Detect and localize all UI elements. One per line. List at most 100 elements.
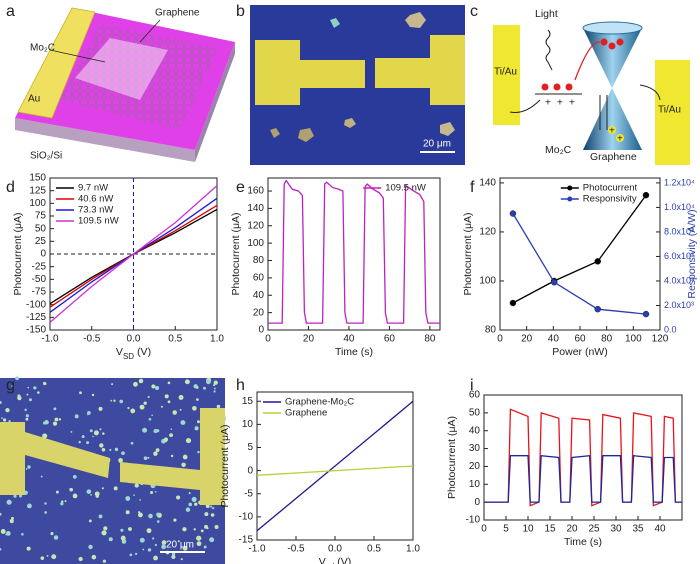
label: SiO₂/Si bbox=[30, 151, 62, 162]
y-tick-label: -25 bbox=[32, 261, 47, 272]
y-tick-label: -5 bbox=[244, 488, 253, 499]
speckle bbox=[143, 401, 147, 405]
x-tick-label: 60 bbox=[384, 334, 396, 345]
speckle bbox=[0, 529, 6, 534]
speckle bbox=[151, 384, 156, 389]
speckle bbox=[192, 405, 197, 411]
speckle bbox=[86, 441, 90, 445]
speckle bbox=[209, 537, 215, 543]
speckle bbox=[133, 494, 135, 497]
x-tick-label: 60 bbox=[574, 334, 586, 345]
speckle bbox=[139, 499, 142, 501]
x-tick-label: 10 bbox=[522, 524, 534, 535]
speckle bbox=[108, 537, 113, 542]
speckle bbox=[196, 535, 202, 541]
y-tick-label: -50 bbox=[32, 274, 47, 285]
y-tick-label: 5 bbox=[247, 442, 253, 453]
panel-label: b bbox=[236, 3, 245, 20]
x-tick-label: 0.5 bbox=[367, 544, 381, 555]
speckle bbox=[205, 504, 210, 509]
x-tick-label: 0 bbox=[265, 334, 271, 345]
marker bbox=[594, 258, 601, 265]
speckle bbox=[133, 381, 138, 387]
y2-tick-label: 4.0x10³ bbox=[664, 275, 694, 285]
speckle bbox=[44, 511, 47, 514]
x-tick-label: 0.0 bbox=[328, 544, 342, 555]
speckle bbox=[101, 487, 104, 490]
speckle bbox=[177, 540, 180, 543]
speckle bbox=[87, 413, 89, 416]
speckle bbox=[154, 491, 157, 493]
speckle bbox=[91, 393, 95, 397]
axis-label: Photocurrent (μA) bbox=[462, 212, 474, 295]
speckle bbox=[101, 448, 106, 452]
speckle bbox=[125, 510, 130, 515]
axis-label: Time (s) bbox=[564, 536, 602, 548]
speckle bbox=[69, 487, 73, 492]
speckle bbox=[24, 408, 27, 412]
y-tick-label: 25 bbox=[35, 236, 47, 247]
y-tick-label: 60 bbox=[253, 273, 265, 284]
speckle bbox=[160, 405, 163, 408]
speckle bbox=[216, 404, 221, 409]
panel-label: e bbox=[236, 179, 245, 196]
speckle bbox=[26, 393, 29, 396]
axis-label: Vsd(V) bbox=[319, 556, 351, 564]
speckle bbox=[110, 399, 113, 402]
speckle bbox=[44, 382, 47, 386]
speckle bbox=[213, 380, 218, 385]
speckle bbox=[92, 435, 94, 438]
speckle bbox=[101, 530, 107, 536]
speckle bbox=[26, 546, 31, 551]
speckle bbox=[194, 426, 199, 431]
speckle bbox=[54, 417, 59, 422]
speckle bbox=[79, 391, 82, 395]
speckle bbox=[176, 495, 181, 500]
speckle bbox=[64, 500, 67, 503]
marker bbox=[642, 191, 650, 199]
speckle bbox=[161, 540, 167, 545]
speckle bbox=[213, 384, 216, 387]
speckle bbox=[6, 499, 12, 505]
speckle bbox=[130, 408, 136, 414]
speckle bbox=[188, 502, 193, 507]
speckle bbox=[86, 489, 92, 494]
speckle bbox=[150, 490, 154, 495]
y-tick-label: 80 bbox=[253, 255, 265, 266]
y-tick-label: 0 bbox=[474, 497, 480, 508]
y-tick-label: 140 bbox=[247, 203, 264, 214]
axis-label-unit: (V) bbox=[137, 346, 151, 358]
speckle bbox=[200, 529, 204, 533]
speckle bbox=[142, 427, 148, 433]
speckle bbox=[155, 448, 160, 453]
panel-label: i bbox=[470, 377, 474, 394]
y-tick-label: 30 bbox=[469, 443, 481, 454]
x-tick-label: -0.5 bbox=[287, 544, 305, 555]
legend-label: 40.6 nW bbox=[78, 194, 113, 205]
speckle bbox=[213, 390, 216, 393]
y2-tick-label: 1.2x10⁴ bbox=[664, 177, 695, 187]
y-tick-label: 120 bbox=[479, 227, 496, 238]
speckle bbox=[61, 500, 64, 503]
marker bbox=[509, 210, 517, 217]
legend-label: Graphene bbox=[285, 408, 327, 419]
speckle bbox=[180, 420, 186, 425]
schematic-a: Mo₂C Graphene Au SiO₂/Si bbox=[15, 7, 235, 162]
x-tick-label: 80 bbox=[601, 334, 613, 345]
x-tick-label: 5 bbox=[503, 524, 509, 535]
speckle bbox=[146, 528, 152, 534]
y2-tick-label: 8.0x10³ bbox=[664, 226, 694, 236]
speckle bbox=[210, 505, 213, 508]
speckle bbox=[0, 512, 2, 516]
y-tick-label: 150 bbox=[29, 173, 46, 184]
panel-labels: a b c d e f g h i bbox=[6, 3, 478, 394]
marker bbox=[594, 305, 601, 313]
speckle bbox=[25, 468, 28, 470]
speckle bbox=[194, 502, 198, 506]
speckle bbox=[182, 527, 187, 532]
speckle bbox=[11, 385, 14, 388]
speckle bbox=[58, 418, 62, 421]
label: Ti/Au bbox=[658, 105, 681, 116]
y2-tick-label: 6.0x10³ bbox=[664, 251, 694, 261]
y-tick-label: 120 bbox=[247, 220, 264, 231]
